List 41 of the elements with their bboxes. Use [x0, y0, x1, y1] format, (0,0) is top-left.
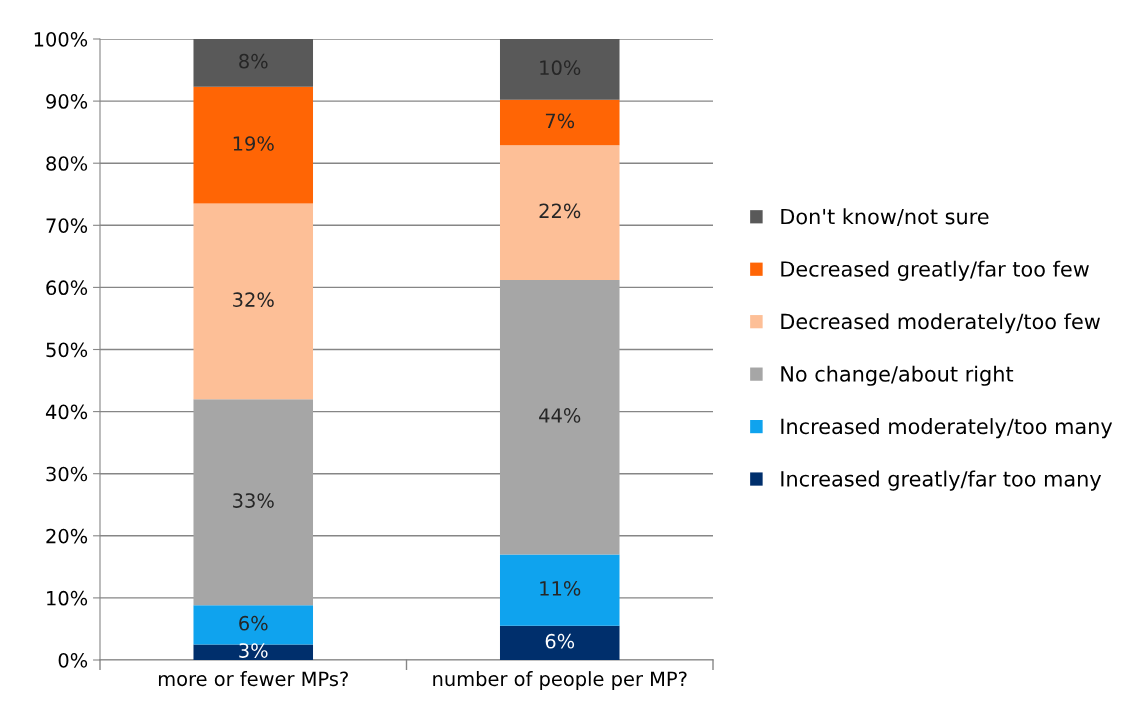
- data-label: 32%: [233, 292, 274, 308]
- bar: [499, 625, 620, 660]
- x-tick-label: number of people per MP?: [433, 671, 687, 690]
- data-label: 44%: [539, 408, 581, 423]
- bar: [499, 554, 620, 626]
- bar: [499, 279, 620, 555]
- data-label: 22%: [539, 203, 581, 219]
- legend-label: Don't know/not sure: [781, 208, 989, 227]
- data-label: 7%: [545, 113, 575, 129]
- x-tick-label: more or fewer MPs?: [158, 671, 348, 687]
- data-label: 6%: [545, 633, 575, 649]
- y-tick-label: 40%: [45, 404, 88, 420]
- data-label: 11%: [540, 581, 581, 596]
- y-tick-label: 20%: [46, 528, 88, 544]
- bar: [193, 399, 314, 606]
- data-label: 19%: [233, 136, 274, 151]
- data-label: 33%: [233, 493, 274, 508]
- bar: [193, 203, 314, 400]
- legend-label: Increased greatly/far too many: [781, 470, 1102, 491]
- y-tick-label: 10%: [47, 590, 88, 606]
- bar: [193, 644, 314, 660]
- legend-label: Increased moderately/too many: [781, 418, 1113, 439]
- legend-label: Decreased greatly/far too few: [781, 260, 1089, 281]
- y-tick-label: 30%: [46, 466, 88, 482]
- y-tick-label: 80%: [46, 156, 88, 171]
- bar: [499, 39, 620, 100]
- bar: [499, 99, 620, 146]
- y-tick-label: 90%: [46, 94, 88, 109]
- y-tick-label: 50%: [46, 342, 88, 358]
- data-label: 6%: [239, 615, 268, 631]
- bar: [499, 145, 620, 280]
- legend-label: Decreased moderately/too few: [781, 313, 1100, 334]
- legend-label: No change/about right: [781, 365, 1014, 386]
- bar: [193, 39, 314, 87]
- data-label: 3%: [239, 643, 268, 658]
- y-tick-label: 0%: [58, 652, 88, 668]
- y-tick-label: 60%: [46, 280, 88, 296]
- bar: [193, 86, 314, 204]
- bar: [193, 605, 314, 645]
- y-tick-label: 100%: [34, 31, 88, 47]
- y-tick-label: 70%: [46, 218, 88, 233]
